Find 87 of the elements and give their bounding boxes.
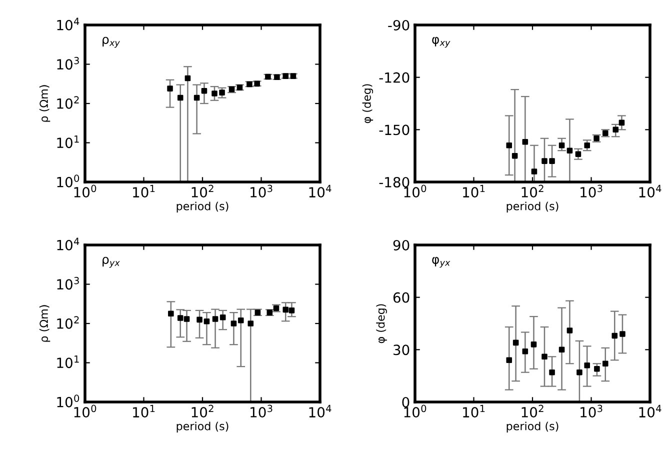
y-tick-label: 10$^{2}$ <box>57 316 79 329</box>
y-tick-label: 10$^{2}$ <box>57 96 79 109</box>
y-tick-label: 10$^{4}$ <box>57 238 80 250</box>
y-tick-label: 0 <box>402 396 410 408</box>
y-tick-label: 10$^{0}$ <box>57 174 80 188</box>
point <box>542 354 548 360</box>
point <box>219 90 225 96</box>
x-tick-label: 10$^{1}$ <box>463 404 485 418</box>
point <box>204 318 210 324</box>
x-tick-label: 10$^{4}$ <box>309 184 332 198</box>
x-tick-label: 10$^{2}$ <box>192 184 214 198</box>
point <box>584 362 590 368</box>
annotation: ρ$_{yx}$ <box>102 256 120 268</box>
point <box>549 158 555 164</box>
point <box>212 90 218 96</box>
y-axis-title: ρ (Ωm) <box>39 85 50 122</box>
y-tick-label: 10$^{3}$ <box>57 56 79 70</box>
point <box>531 168 538 174</box>
x-tick-label: 10$^{0}$ <box>74 184 96 198</box>
x-tick-label: 10$^{4}$ <box>639 404 662 418</box>
x-axis-title: period (s) <box>506 202 558 212</box>
x-tick-label: 10$^{3}$ <box>250 184 272 198</box>
point <box>576 369 582 376</box>
point <box>201 88 208 94</box>
point <box>220 314 226 320</box>
x-axis-title: period (s) <box>176 202 228 212</box>
x-tick-label: 10$^{1}$ <box>463 184 485 198</box>
y-tick-label: 10$^{4}$ <box>57 18 80 30</box>
point <box>522 138 528 145</box>
point <box>602 360 608 367</box>
point <box>167 86 173 92</box>
point <box>566 148 573 154</box>
x-axis-title: period (s) <box>506 422 558 432</box>
point <box>612 332 618 339</box>
y-tick-label: -180 <box>379 176 410 188</box>
point <box>168 310 174 317</box>
point <box>558 142 565 148</box>
point <box>549 369 555 376</box>
point <box>620 331 626 337</box>
y-tick-label: 60 <box>393 292 410 303</box>
point <box>282 306 289 313</box>
point <box>584 142 590 148</box>
point <box>522 348 528 354</box>
x-tick-label: 10$^{3}$ <box>580 404 602 418</box>
point <box>506 142 512 148</box>
annotation: ρ$_{xy}$ <box>102 36 120 48</box>
point <box>566 328 573 334</box>
point <box>618 120 625 126</box>
x-tick-label: 10$^{3}$ <box>250 404 272 418</box>
x-tick-label: 10$^{1}$ <box>133 404 155 418</box>
y-axis-title: φ (deg) <box>376 304 387 344</box>
annotation: φ$_{yx}$ <box>432 256 450 268</box>
point <box>530 342 537 348</box>
x-axis-title: period (s) <box>176 422 228 432</box>
x-tick-label: 10$^{2}$ <box>522 404 544 418</box>
x-tick-label: 10$^{2}$ <box>192 404 214 418</box>
point <box>177 315 184 321</box>
point <box>594 366 600 372</box>
y-tick-label: 10$^{1}$ <box>57 356 79 368</box>
y-tick-label: -150 <box>379 124 410 136</box>
y-tick-label: 10$^{1}$ <box>57 136 79 148</box>
point <box>248 320 254 326</box>
y-tick-label: -120 <box>379 72 410 83</box>
x-tick-label: 10$^{1}$ <box>133 184 155 198</box>
y-tick-label: 30 <box>394 344 410 356</box>
point <box>542 158 548 164</box>
x-tick-label: 10$^{2}$ <box>522 184 544 198</box>
y-tick-label: 10$^{0}$ <box>57 394 80 408</box>
y-axis-title: φ (deg) <box>362 84 374 124</box>
point <box>194 94 200 101</box>
y-axis-title: ρ (Ωm) <box>39 305 50 342</box>
point <box>512 340 519 346</box>
annotation: φ$_{xy}$ <box>432 36 450 48</box>
y-tick-label: 90 <box>393 240 410 250</box>
point <box>238 318 244 324</box>
point <box>575 151 582 157</box>
y-tick-label: -90 <box>388 20 410 30</box>
x-tick-label: 10$^{3}$ <box>580 184 602 198</box>
x-tick-label: 10$^{4}$ <box>309 404 332 418</box>
point <box>558 346 565 353</box>
x-tick-label: 10$^{0}$ <box>74 404 96 418</box>
point <box>184 75 191 82</box>
x-tick-label: 10$^{4}$ <box>639 184 662 198</box>
y-tick-label: 10$^{3}$ <box>57 276 79 290</box>
point <box>177 94 184 101</box>
point <box>212 316 218 322</box>
point <box>230 320 237 326</box>
